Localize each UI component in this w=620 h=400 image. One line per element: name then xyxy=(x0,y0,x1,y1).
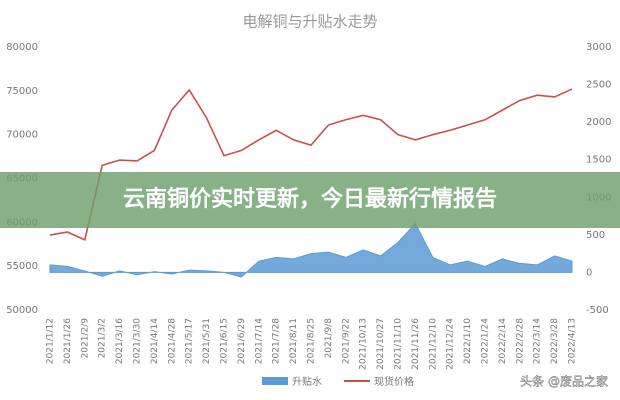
y2-tick-label: 2000 xyxy=(586,117,611,128)
x-tick-label: 2021/8/11 xyxy=(289,318,299,364)
area xyxy=(49,222,573,278)
y2-tick-label: 3000 xyxy=(586,42,611,53)
x-tick-label: 2021/6/29 xyxy=(237,318,247,364)
x-tick-label: 2022/2/14 xyxy=(498,318,508,364)
y-tick-label: 75000 xyxy=(6,86,38,97)
x-tick-label: 2021/3/2 xyxy=(98,318,108,358)
watermark: 头条 @废品之家 xyxy=(520,374,608,389)
x-tick-label: 2022/1/10 xyxy=(463,318,473,364)
y2-tick-label: 1500 xyxy=(586,155,611,166)
x-tick-label: 2022/2/28 xyxy=(515,318,525,364)
x-tick-label: 2021/9/22 xyxy=(341,318,351,364)
y-tick-label: 50000 xyxy=(6,305,38,316)
x-tick-label: 2021/11/10 xyxy=(394,318,404,370)
x-tick-label: 2021/7/28 xyxy=(272,318,282,364)
x-tick-label: 2021/7/14 xyxy=(254,318,264,364)
x-tick-label: 2022/4/13 xyxy=(568,318,578,364)
y-tick-label: 70000 xyxy=(6,130,38,141)
y-tick-label: 80000 xyxy=(6,42,38,53)
x-tick-label: 2022/3/14 xyxy=(533,318,543,364)
banner-band xyxy=(0,172,620,228)
y2-tick-label: 0 xyxy=(586,267,592,278)
x-tick-label: 2021/12/10 xyxy=(428,318,438,370)
x-tick-label: 2021/3/30 xyxy=(133,318,143,364)
x-tick-label: 2021/10/13 xyxy=(359,318,369,370)
x-tick-label: 2021/10/27 xyxy=(376,318,386,370)
x-tick-label: 2022/3/28 xyxy=(550,318,560,364)
x-tick-label: 2021/4/14 xyxy=(150,318,160,364)
x-tick-label: 2021/3/16 xyxy=(115,318,125,364)
x-tick-label: 2021/11/26 xyxy=(411,318,421,370)
y-tick-label: 55000 xyxy=(6,261,38,272)
line xyxy=(49,88,573,241)
y2-tick-label: 500 xyxy=(586,230,605,241)
legend-label: 现货价格 xyxy=(374,375,414,388)
x-tick-label: 2021/1/12 xyxy=(46,318,56,364)
x-tick-label: 2021/2/9 xyxy=(80,318,90,359)
x-tick-label: 2021/8/25 xyxy=(307,318,317,364)
x-tick-label: 2021/4/28 xyxy=(167,318,177,364)
banner-text: 云南铜价实时更新，今日最新行情报告 xyxy=(123,186,497,212)
x-tick-label: 2021/5/31 xyxy=(202,318,212,364)
x-tick-label: 2021/5/17 xyxy=(185,318,195,364)
x-tick-label: 2022/1/24 xyxy=(481,318,491,364)
x-tick-label: 2021/12/24 xyxy=(446,318,456,370)
plot: 50000550006000065000700007500080000-5000… xyxy=(6,42,611,388)
x-tick-label: 2021/9/8 xyxy=(324,318,334,359)
x-tick-label: 2021/1/26 xyxy=(63,318,73,364)
legend-swatch xyxy=(262,377,288,385)
y2-tick-label: 2500 xyxy=(586,80,611,91)
legend-label: 升贴水 xyxy=(292,375,322,388)
chart-title: 电解铜与升贴水走势 xyxy=(242,13,377,31)
y2-tick-label: -500 xyxy=(586,305,609,316)
x-tick-label: 2021/6/15 xyxy=(220,318,230,364)
